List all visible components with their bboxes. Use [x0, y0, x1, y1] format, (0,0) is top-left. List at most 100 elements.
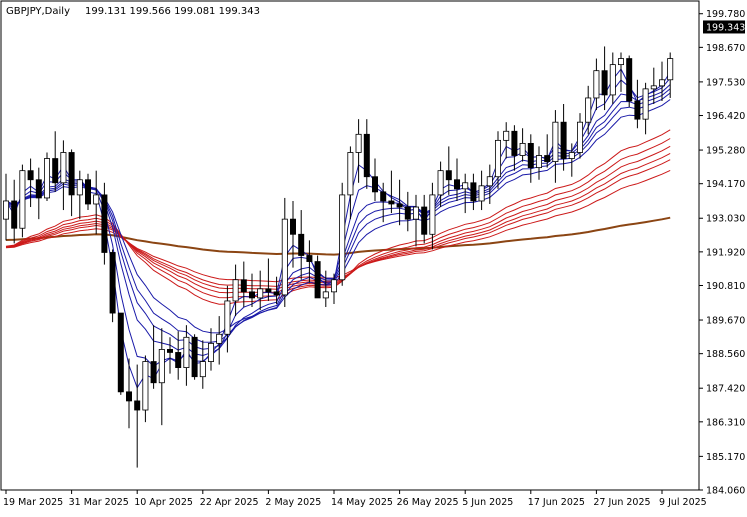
candle[interactable] [609, 52, 616, 105]
candle[interactable] [183, 325, 190, 386]
candle[interactable] [289, 200, 296, 268]
candle[interactable] [216, 316, 223, 365]
candle[interactable] [536, 146, 543, 180]
candle[interactable] [347, 146, 354, 220]
candle[interactable] [298, 210, 305, 280]
candle[interactable] [560, 104, 567, 171]
candle[interactable] [191, 334, 198, 380]
candle[interactable] [3, 173, 9, 241]
candle[interactable] [150, 325, 157, 389]
candle[interactable] [527, 134, 534, 183]
candle[interactable] [593, 58, 600, 111]
candle[interactable] [404, 191, 411, 232]
candle[interactable] [85, 173, 92, 211]
candle[interactable] [126, 358, 133, 429]
candle[interactable] [166, 337, 173, 374]
candle[interactable] [52, 131, 59, 192]
candle[interactable] [142, 355, 149, 423]
candle[interactable] [314, 255, 321, 299]
candle[interactable] [486, 164, 493, 204]
candle[interactable] [421, 194, 428, 244]
candle[interactable] [462, 173, 469, 214]
candle[interactable] [232, 264, 239, 317]
candle[interactable] [552, 110, 559, 183]
candle[interactable] [371, 158, 378, 201]
candle[interactable] [445, 146, 452, 195]
candle-body-bull [93, 194, 100, 205]
candle-body-bull [642, 88, 649, 120]
candle[interactable] [60, 140, 67, 211]
candle[interactable] [667, 52, 674, 98]
candle[interactable] [93, 170, 100, 235]
candle[interactable] [339, 182, 346, 286]
price-axis[interactable]: 199.780 198.670 197.530 196.420 195.280 194.1… [699, 9, 745, 497]
candle[interactable] [35, 167, 42, 220]
candle[interactable] [224, 285, 231, 353]
y-tick-label: 195.280 [706, 146, 745, 157]
y-tick-label: 187.420 [706, 384, 745, 395]
candle[interactable] [412, 194, 419, 247]
candle[interactable] [519, 128, 526, 162]
candle[interactable] [306, 240, 313, 283]
candle[interactable] [265, 258, 272, 301]
candle-body-bull [158, 349, 165, 384]
candle[interactable] [330, 273, 337, 304]
y-tick-label: 185.170 [706, 452, 745, 463]
candle[interactable] [273, 276, 280, 304]
candle[interactable] [577, 113, 584, 159]
candle-body-bull [281, 218, 288, 296]
candle-body-bull [322, 291, 329, 299]
candle[interactable] [101, 182, 108, 265]
candle[interactable] [642, 82, 649, 135]
candle[interactable] [117, 312, 124, 395]
candle[interactable] [240, 261, 247, 308]
candle[interactable] [68, 149, 75, 217]
candle[interactable] [257, 270, 264, 311]
candles-layer[interactable] [3, 46, 674, 468]
candle[interactable] [27, 158, 34, 208]
candle[interactable] [650, 67, 657, 105]
candle-body-bull [462, 182, 469, 190]
candle[interactable] [207, 328, 214, 371]
time-axis[interactable]: 19 Mar 2025 31 Mar 2025 10 Apr 2025 22 Apr … [3, 490, 707, 508]
candle[interactable] [585, 85, 592, 135]
candle[interactable] [363, 119, 370, 189]
candle[interactable] [478, 170, 485, 211]
x-tick-label: 27 Jun 2025 [593, 497, 650, 508]
candle[interactable] [322, 270, 329, 308]
candle[interactable] [437, 161, 444, 208]
candle[interactable] [355, 119, 362, 183]
candle[interactable] [494, 131, 501, 189]
candle-body-bear [273, 291, 280, 296]
y-tick-label: 199.780 [706, 9, 745, 20]
candle[interactable] [388, 170, 395, 214]
candle[interactable] [134, 364, 141, 468]
candle[interactable] [544, 134, 551, 168]
candle[interactable] [76, 170, 83, 220]
candle[interactable] [626, 55, 633, 108]
candle[interactable] [568, 143, 575, 177]
candle[interactable] [470, 173, 477, 211]
candle[interactable] [281, 197, 288, 308]
candle[interactable] [618, 52, 625, 92]
candle[interactable] [19, 164, 26, 238]
candle[interactable] [158, 328, 165, 426]
candle[interactable] [503, 122, 510, 159]
candle[interactable] [453, 158, 460, 201]
candle[interactable] [248, 273, 255, 308]
candle[interactable] [511, 125, 518, 171]
candle[interactable] [429, 182, 436, 250]
candle[interactable] [199, 340, 206, 389]
candle[interactable] [634, 79, 641, 129]
candle[interactable] [659, 61, 666, 101]
candle[interactable] [396, 179, 403, 226]
candle[interactable] [109, 249, 116, 323]
candle[interactable] [380, 182, 387, 223]
candle-body-bear [289, 218, 296, 235]
candle[interactable] [11, 179, 18, 244]
candle[interactable] [44, 152, 51, 201]
candle[interactable] [601, 46, 608, 111]
candle[interactable] [175, 331, 182, 380]
